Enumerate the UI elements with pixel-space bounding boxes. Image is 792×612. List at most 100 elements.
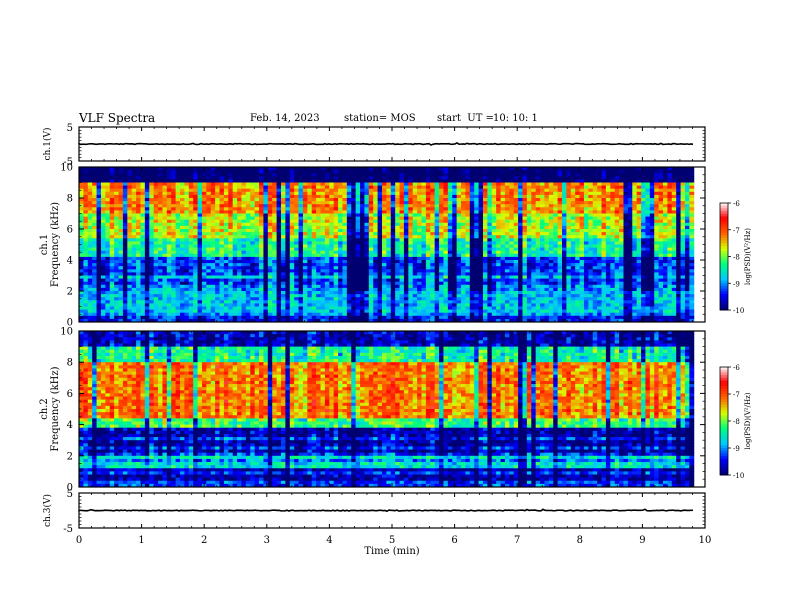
spectrogram-cell [105, 219, 111, 224]
spectrogram-cell [482, 219, 488, 224]
spectrogram-cell [307, 235, 313, 239]
spectrogram-cell [92, 194, 98, 199]
spectrogram-cell [307, 210, 313, 214]
spectrogram-cell [430, 219, 436, 224]
spectrogram-cell [663, 170, 668, 174]
spectrogram-cell [443, 170, 449, 174]
spectrogram-cell [355, 266, 361, 270]
spectrogram-cell [469, 269, 475, 273]
spectrogram-cell [83, 260, 89, 264]
spectrogram-cell [601, 238, 607, 242]
spectrogram-cell [122, 247, 128, 252]
spectrogram-cell [403, 173, 409, 177]
spectrogram-cell [632, 207, 638, 211]
spectrogram-cell [87, 210, 93, 214]
spectrogram-cell [408, 173, 414, 177]
spectrogram-cell [452, 272, 458, 276]
spectrogram-cell [557, 247, 563, 252]
spectrogram-cell [364, 188, 370, 193]
spectrogram-cell [496, 229, 502, 233]
spectrogram-cell [474, 194, 480, 199]
spectrogram-cell [280, 272, 286, 276]
spectrogram-cell [360, 232, 365, 236]
spectrogram-cell [377, 198, 383, 202]
spectrogram-cell [663, 219, 668, 224]
spectrogram-cell [663, 238, 668, 242]
spectrogram-cell [342, 188, 348, 193]
spectrogram-cell [342, 173, 348, 177]
spectrogram-cell [280, 176, 286, 180]
spectrogram-cell [425, 176, 431, 180]
spectrogram-cell [667, 176, 673, 180]
spectrogram-cell [605, 176, 611, 180]
spectrogram-cell [632, 210, 638, 214]
spectrogram-cell [601, 266, 607, 270]
spectrogram-cell [412, 263, 418, 267]
spectrogram-cell [478, 247, 484, 252]
spectrogram-cell [575, 229, 581, 233]
spectrogram-cell [491, 170, 497, 174]
spectrogram-cell [100, 219, 106, 224]
spectrogram-cell [254, 241, 260, 245]
spectrogram-cell [114, 266, 120, 270]
spectrogram-cell [619, 269, 624, 273]
spectrogram-cell [237, 272, 242, 276]
spectrogram-cell [280, 244, 286, 249]
spectrogram-cell [158, 225, 163, 230]
spectrogram-cell [201, 266, 207, 270]
spectrogram-cell [562, 232, 567, 236]
spectrogram-cell [456, 173, 462, 177]
spectrogram-cell [368, 198, 374, 202]
spectrogram-cell [592, 167, 598, 171]
spectrogram-cell [377, 250, 383, 255]
spectrogram-cell [671, 225, 677, 230]
spectrogram-cell [535, 198, 541, 202]
spectrogram-cell [425, 222, 431, 227]
spectrogram-cell [83, 204, 89, 208]
spectrogram-cell [500, 253, 506, 258]
spectrogram-cell [329, 167, 335, 171]
spectrogram-cell [566, 191, 572, 196]
spectrogram-cell [395, 176, 401, 180]
spectrogram-cell [583, 244, 589, 249]
spectrogram-cell [522, 167, 528, 171]
spectrogram-cell [381, 216, 387, 221]
spectrogram-cell [140, 272, 146, 276]
spectrogram-cell [210, 216, 216, 221]
spectrogram-cell [667, 179, 673, 183]
spectrogram-cell [329, 185, 335, 190]
spectrogram-cell [355, 170, 361, 174]
spectrogram-cell [456, 222, 462, 227]
spectrogram-cell [175, 235, 181, 239]
spectrogram-cell [201, 198, 207, 202]
spectrogram-cell [390, 207, 396, 211]
spectrogram-cell [684, 250, 690, 255]
spectrogram-cell [215, 185, 221, 190]
spectrogram-cell [316, 188, 321, 193]
spectrogram-cell [399, 176, 405, 180]
spectrogram-cell [333, 170, 339, 174]
spectrogram-cell [307, 201, 313, 205]
spectrogram-cell [627, 225, 633, 230]
spectrogram-cell [127, 253, 133, 258]
spectrogram-cell [403, 235, 409, 239]
spectrogram-cell [316, 247, 321, 252]
spectrogram-cell [228, 207, 234, 211]
spectrogram-cell [92, 210, 98, 214]
spectrogram-cell [645, 260, 651, 264]
spectrogram-cell [197, 266, 203, 270]
spectrogram-cell [114, 260, 120, 264]
spectrogram-cell [346, 225, 352, 230]
spectrogram-cell [417, 232, 422, 236]
spectrogram-cell [641, 176, 646, 180]
spectrogram-cell [641, 256, 646, 261]
spectrogram-cell [153, 173, 159, 177]
spectrogram-cell [548, 201, 554, 205]
spectrogram-cell [206, 194, 212, 199]
spectrogram-cell [461, 179, 466, 183]
spectrogram-cell [570, 256, 576, 261]
spectrogram-cell [201, 210, 207, 214]
spectrogram-cell [452, 182, 458, 187]
spectrogram-cell [408, 170, 414, 174]
spectrogram-cell [496, 256, 502, 261]
